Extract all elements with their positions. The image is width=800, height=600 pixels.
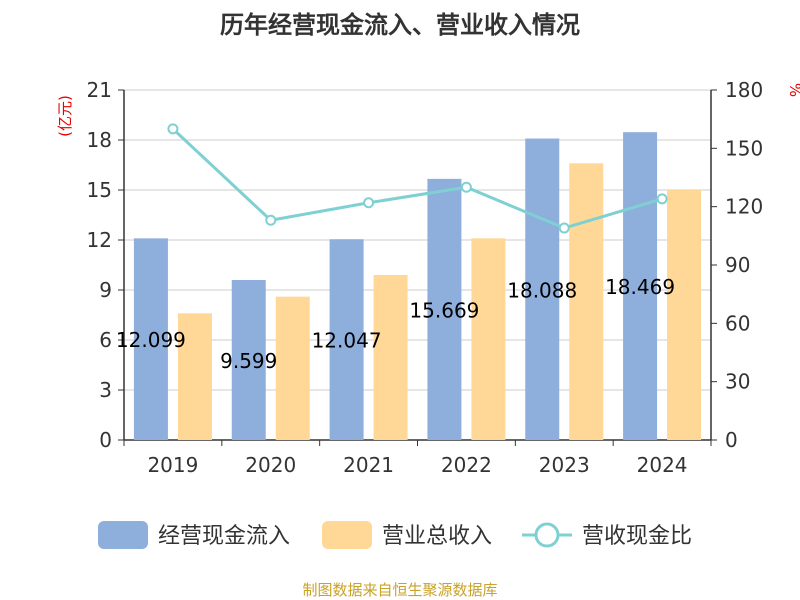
ratio-line — [167, 123, 668, 234]
left-tick-label: 0 — [99, 428, 112, 452]
left-tick-label: 12 — [87, 228, 112, 252]
bar-营业总收入-2024 — [667, 190, 702, 440]
bar-经营现金流入-2023 — [525, 138, 560, 441]
right-tick-label: 150 — [725, 136, 763, 160]
data-label: 15.669 — [409, 298, 479, 322]
right-tick-label: 90 — [725, 253, 750, 277]
x-tick-label: 2023 — [539, 453, 590, 477]
x-tick-label: 2019 — [147, 453, 198, 477]
axes: 0 3 6 9 12 15 18 21 0 30 60 90 120 150 180 2019 2020 2021… — [87, 78, 764, 477]
bar-营业总收入-2021 — [373, 275, 408, 440]
right-axis-unit: % — [786, 83, 800, 97]
bar-营业总收入-2020 — [275, 296, 310, 440]
x-tick-label: 2024 — [637, 453, 688, 477]
line-point-2023 — [558, 222, 570, 234]
x-tick-label: 2022 — [441, 453, 492, 477]
data-labels: 12.099 9.599 12.047 15.669 18.088 18.469 — [116, 275, 675, 373]
legend-label: 经营现金流入 — [158, 524, 290, 549]
bar-经营现金流入-2022 — [427, 178, 462, 440]
line-point-2019 — [167, 123, 179, 135]
right-tick-label: 120 — [725, 195, 763, 219]
legend: 经营现金流入 营业总收入 营收现金比 — [98, 521, 692, 549]
left-tick-label: 6 — [99, 328, 112, 352]
data-label: 9.599 — [220, 349, 277, 373]
grid-lines — [124, 89, 711, 441]
data-label: 12.099 — [116, 328, 186, 352]
bar-经营现金流入-2024 — [623, 132, 658, 440]
left-tick-label: 3 — [99, 378, 112, 402]
data-label: 12.047 — [312, 329, 382, 353]
left-tick-label: 21 — [87, 78, 112, 102]
bar-经营现金流入-2021 — [329, 239, 364, 440]
line-营收现金比 — [171, 127, 663, 230]
line-point-2024 — [656, 193, 668, 205]
bar-经营现金流入-2020 — [231, 280, 266, 440]
x-tick-label: 2020 — [245, 453, 296, 477]
bar-营业总收入-2019 — [177, 313, 212, 440]
right-tick-label: 180 — [725, 78, 763, 102]
bars — [133, 132, 702, 441]
data-label: 18.088 — [507, 278, 577, 302]
right-tick-label: 60 — [725, 311, 750, 335]
source-note: 制图数据来自恒生聚源数据库 — [302, 581, 497, 599]
legend-swatch-经营现金流入 — [98, 521, 148, 549]
left-axis-unit: (亿元) — [56, 95, 74, 137]
left-tick-label: 9 — [99, 278, 112, 302]
line-point-2020 — [265, 214, 277, 226]
chart-title: 历年经营现金流入、营业收入情况 — [220, 11, 580, 39]
bar-经营现金流入-2019 — [133, 238, 168, 440]
legend-label: 营业总收入 — [382, 524, 492, 549]
right-tick-label: 0 — [725, 428, 738, 452]
legend-swatch-营业总收入 — [322, 521, 372, 549]
bar-营业总收入-2023 — [569, 163, 604, 441]
legend-label: 营收现金比 — [582, 524, 692, 549]
x-tick-label: 2021 — [343, 453, 394, 477]
line-point-2021 — [363, 197, 375, 209]
left-tick-label: 15 — [87, 178, 112, 202]
legend-marker-营收现金比 — [534, 522, 560, 548]
bar-营业总收入-2022 — [471, 238, 506, 440]
left-tick-label: 18 — [87, 128, 112, 152]
right-tick-label: 30 — [725, 370, 750, 394]
data-label: 18.469 — [605, 275, 675, 299]
line-point-2022 — [460, 181, 472, 193]
